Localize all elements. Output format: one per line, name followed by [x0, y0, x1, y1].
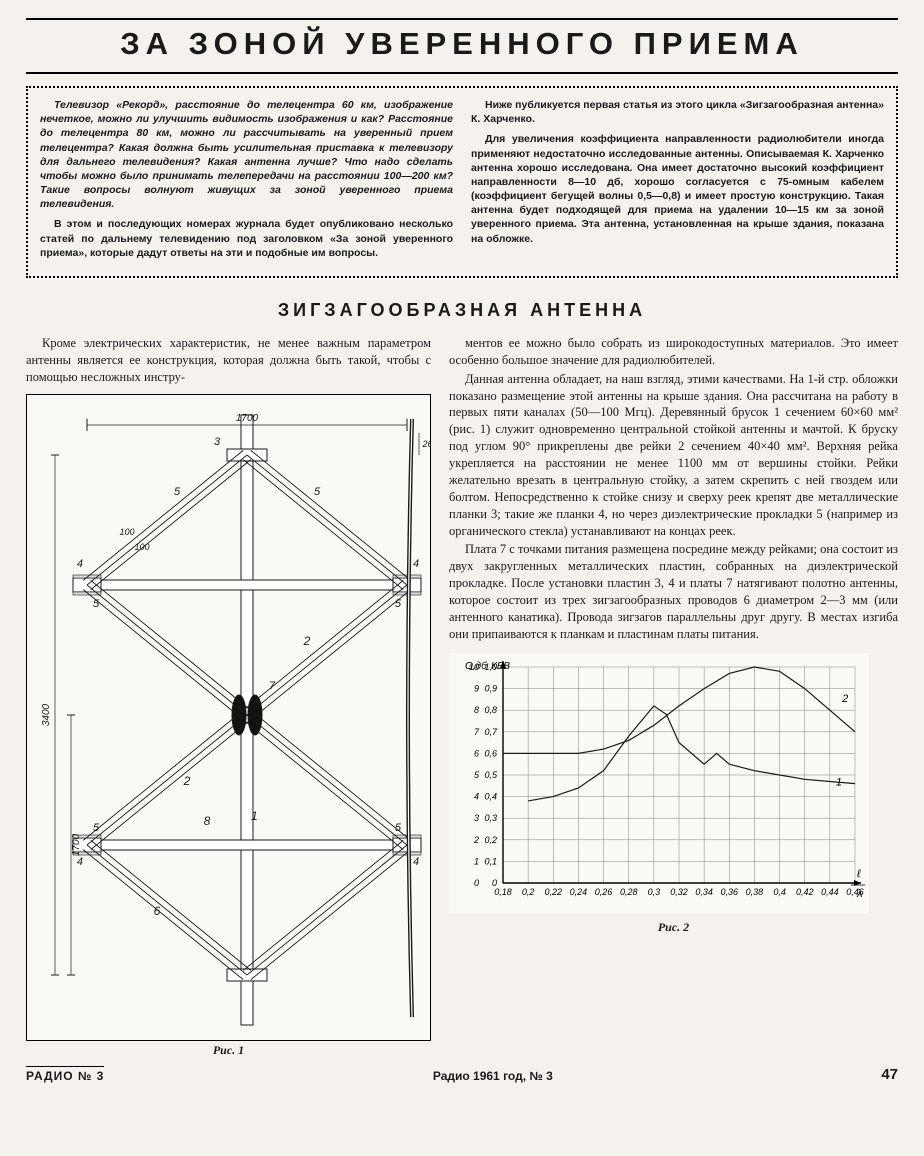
figure-2-svg: 0,180,20,220,240,260,280,30,320,340,360,…	[449, 653, 869, 913]
svg-text:5: 5	[93, 822, 100, 834]
svg-text:0,4: 0,4	[773, 887, 786, 897]
svg-text:0,4: 0,4	[484, 791, 497, 801]
svg-text:ℓ: ℓ	[856, 868, 861, 880]
intro-right-col: Ниже публикуется первая статья из этого …	[471, 98, 884, 266]
svg-text:2: 2	[473, 834, 479, 844]
svg-text:2: 2	[303, 634, 311, 648]
footer-right: 47	[881, 1066, 898, 1083]
svg-text:5: 5	[395, 598, 402, 610]
svg-text:100: 100	[119, 527, 134, 537]
svg-text:5: 5	[174, 486, 181, 498]
svg-text:0,38: 0,38	[746, 887, 764, 897]
svg-text:8: 8	[474, 705, 479, 715]
intro-box: Телевизор «Рекорд», расстояние до телеце…	[26, 86, 898, 278]
svg-text:100: 100	[134, 542, 149, 552]
figure-1: 17002603734001700100100122444455555586	[26, 394, 431, 1041]
article-title: ЗИГЗАГООБРАЗНАЯ АНТЕННА	[26, 300, 898, 321]
svg-text:0,26: 0,26	[595, 887, 613, 897]
svg-text:λ: λ	[856, 888, 862, 900]
svg-text:3400: 3400	[41, 703, 52, 726]
body-columns: Кроме электрических характеристик, не ме…	[26, 335, 898, 1058]
svg-text:5: 5	[93, 598, 100, 610]
svg-text:0,9: 0,9	[484, 683, 497, 693]
svg-text:0,3: 0,3	[484, 813, 497, 823]
footer-center: Радио 1961 год, № 3	[433, 1069, 553, 1083]
svg-text:0,18: 0,18	[494, 887, 512, 897]
svg-text:0: 0	[492, 878, 497, 888]
svg-text:4: 4	[77, 558, 83, 570]
intro-left-p1: Телевизор «Рекорд», расстояние до телеце…	[40, 98, 453, 211]
svg-text:0,44: 0,44	[821, 887, 839, 897]
svg-text:0,5: 0,5	[484, 770, 498, 780]
svg-text:5: 5	[395, 822, 402, 834]
svg-text:0: 0	[474, 878, 479, 888]
right-p3: Плата 7 с точками питания размещена поср…	[449, 541, 898, 642]
svg-text:0,3: 0,3	[648, 887, 661, 897]
intro-right-p1: Ниже публикуется первая статья из этого …	[471, 98, 884, 126]
right-column: ментов ее можно было собрать из широкодо…	[449, 335, 898, 1058]
svg-text:6: 6	[154, 904, 161, 918]
svg-text:4: 4	[474, 791, 479, 801]
svg-text:1700: 1700	[71, 833, 82, 856]
right-p2: Данная антенна обладает, на наш взгляд, …	[449, 371, 898, 540]
svg-text:0,7: 0,7	[484, 726, 498, 736]
left-intro-text: Кроме электрических характеристик, не ме…	[26, 335, 431, 388]
svg-text:0,36: 0,36	[721, 887, 739, 897]
svg-text:0,22: 0,22	[545, 887, 563, 897]
figure-2-caption: Рис. 2	[449, 920, 898, 935]
svg-text:4: 4	[413, 558, 419, 570]
svg-text:0,34: 0,34	[695, 887, 713, 897]
right-body-text: ментов ее можно было собрать из широкодо…	[449, 335, 898, 645]
intro-left-p2: В этом и последующих номерах журнала буд…	[40, 217, 453, 260]
svg-text:4: 4	[77, 856, 83, 868]
svg-text:1: 1	[836, 776, 842, 788]
figure-2: 0,180,20,220,240,260,280,30,320,340,360,…	[449, 653, 898, 918]
figure-1-svg: 17002603734001700100100122444455555586	[27, 395, 430, 1035]
svg-text:0,2: 0,2	[522, 887, 535, 897]
svg-text:КБВ: КБВ	[491, 661, 510, 672]
svg-text:0,1: 0,1	[484, 856, 497, 866]
svg-text:0,2: 0,2	[484, 834, 497, 844]
svg-text:3: 3	[474, 813, 479, 823]
svg-text:8: 8	[204, 814, 211, 828]
page-footer: РАДИО № 3 Радио 1961 год, № 3 47	[26, 1066, 898, 1083]
page-title: ЗА ЗОНОЙ УВЕРЕННОГО ПРИЕМА	[26, 18, 898, 74]
svg-text:260: 260	[421, 439, 430, 449]
svg-text:0,8: 0,8	[484, 705, 497, 715]
left-intro-p: Кроме электрических характеристик, не ме…	[26, 335, 431, 386]
svg-text:9: 9	[474, 683, 479, 693]
svg-text:0,6: 0,6	[484, 748, 497, 758]
svg-text:1: 1	[251, 809, 258, 823]
svg-text:6: 6	[474, 748, 479, 758]
intro-left-col: Телевизор «Рекорд», расстояние до телеце…	[40, 98, 453, 266]
page-frame: ЗА ЗОНОЙ УВЕРЕННОГО ПРИЕМА Телевизор «Ре…	[26, 18, 898, 1083]
svg-text:G,дб: G,дб	[465, 660, 487, 672]
figure-1-caption: Рис. 1	[26, 1043, 431, 1058]
svg-text:5: 5	[314, 486, 321, 498]
svg-text:2: 2	[183, 774, 191, 788]
svg-text:3: 3	[214, 436, 221, 448]
svg-text:0,28: 0,28	[620, 887, 638, 897]
svg-text:2: 2	[841, 693, 848, 705]
right-p1: ментов ее можно было собрать из широкодо…	[449, 335, 898, 369]
intro-right-p2: Для увеличения коэффициента направленнос…	[471, 132, 884, 245]
footer-left: РАДИО № 3	[26, 1066, 104, 1083]
svg-text:0,32: 0,32	[670, 887, 688, 897]
left-column: Кроме электрических характеристик, не ме…	[26, 335, 431, 1058]
svg-text:1: 1	[474, 856, 479, 866]
svg-text:0,42: 0,42	[796, 887, 814, 897]
svg-text:1700: 1700	[236, 413, 259, 424]
svg-text:4: 4	[413, 856, 419, 868]
svg-text:0,24: 0,24	[570, 887, 588, 897]
